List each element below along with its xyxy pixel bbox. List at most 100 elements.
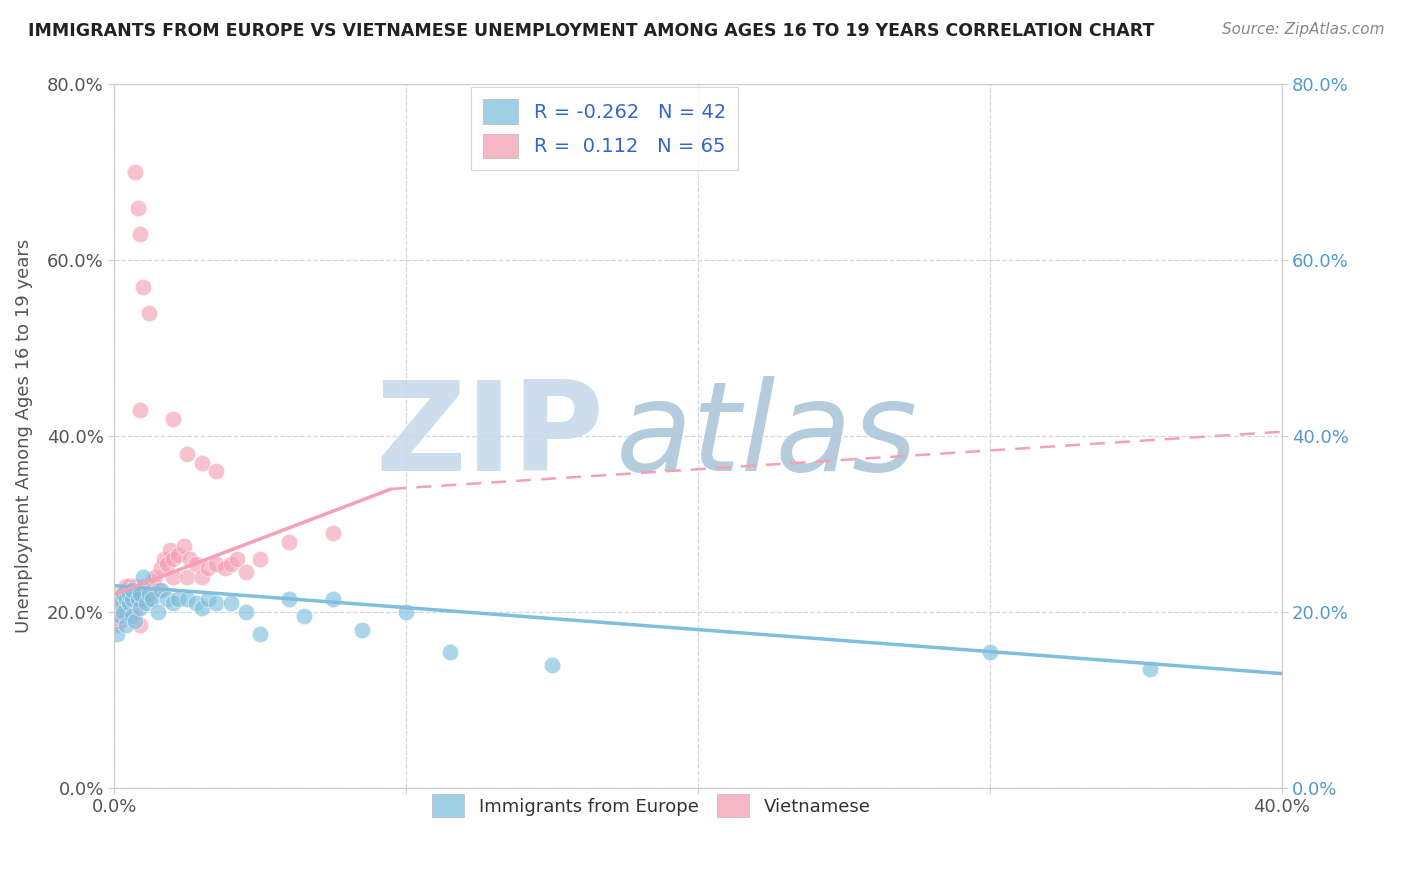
Point — [190, 456, 212, 470]
Point — [173, 539, 195, 553]
Point — [108, 587, 131, 601]
Point — [541, 657, 564, 672]
Point — [118, 587, 141, 601]
Point — [156, 557, 179, 571]
Point — [1139, 662, 1161, 676]
Point — [235, 566, 257, 580]
Point — [249, 552, 271, 566]
Text: atlas: atlas — [616, 376, 918, 497]
Point — [132, 579, 155, 593]
Point — [124, 165, 146, 179]
Point — [138, 306, 160, 320]
Point — [162, 570, 184, 584]
Point — [111, 605, 134, 619]
Point — [111, 609, 134, 624]
Point — [118, 596, 141, 610]
Point — [115, 579, 138, 593]
Point — [141, 574, 163, 589]
Point — [111, 587, 134, 601]
Point — [108, 609, 131, 624]
Text: Source: ZipAtlas.com: Source: ZipAtlas.com — [1222, 22, 1385, 37]
Point — [167, 548, 190, 562]
Point — [121, 582, 143, 597]
Point — [292, 609, 315, 624]
Point — [156, 591, 179, 606]
Point — [219, 557, 242, 571]
Point — [205, 557, 228, 571]
Point — [197, 591, 219, 606]
Point — [105, 627, 128, 641]
Point — [278, 534, 301, 549]
Point — [124, 579, 146, 593]
Point — [118, 609, 141, 624]
Point — [395, 605, 418, 619]
Point — [152, 552, 174, 566]
Point — [176, 447, 198, 461]
Point — [121, 587, 143, 601]
Point — [124, 614, 146, 628]
Point — [132, 279, 155, 293]
Point — [111, 596, 134, 610]
Point — [278, 591, 301, 606]
Point — [219, 596, 242, 610]
Point — [146, 605, 169, 619]
Point — [979, 644, 1001, 658]
Point — [149, 561, 172, 575]
Point — [108, 591, 131, 606]
Point — [129, 618, 152, 632]
Point — [108, 596, 131, 610]
Point — [124, 605, 146, 619]
Text: IMMIGRANTS FROM EUROPE VS VIETNAMESE UNEMPLOYMENT AMONG AGES 16 TO 19 YEARS CORR: IMMIGRANTS FROM EUROPE VS VIETNAMESE UNE… — [28, 22, 1154, 40]
Point — [179, 552, 201, 566]
Point — [439, 644, 461, 658]
Y-axis label: Unemployment Among Ages 16 to 19 years: Unemployment Among Ages 16 to 19 years — [15, 239, 32, 633]
Point — [190, 570, 212, 584]
Point — [235, 605, 257, 619]
Point — [129, 582, 152, 597]
Point — [205, 596, 228, 610]
Point — [127, 587, 149, 601]
Point — [115, 618, 138, 632]
Point — [214, 561, 236, 575]
Point — [138, 579, 160, 593]
Point — [124, 591, 146, 606]
Point — [129, 587, 152, 601]
Point — [105, 591, 128, 606]
Point — [105, 618, 128, 632]
Point — [162, 552, 184, 566]
Point — [184, 596, 207, 610]
Point — [162, 411, 184, 425]
Point — [127, 591, 149, 606]
Point — [135, 579, 157, 593]
Point — [176, 570, 198, 584]
Point — [149, 582, 172, 597]
Point — [184, 557, 207, 571]
Point — [249, 627, 271, 641]
Point — [127, 591, 149, 606]
Point — [322, 525, 344, 540]
Point — [138, 587, 160, 601]
Point — [225, 552, 247, 566]
Point — [105, 609, 128, 624]
Point — [176, 591, 198, 606]
Point — [129, 591, 152, 606]
Point — [129, 227, 152, 241]
Point — [132, 591, 155, 606]
Point — [159, 543, 181, 558]
Point — [190, 600, 212, 615]
Point — [162, 596, 184, 610]
Point — [121, 591, 143, 606]
Point — [135, 596, 157, 610]
Point — [121, 605, 143, 619]
Point — [115, 609, 138, 624]
Point — [167, 591, 190, 606]
Point — [129, 600, 152, 615]
Point — [111, 587, 134, 601]
Point — [205, 464, 228, 478]
Point — [132, 570, 155, 584]
Point — [141, 591, 163, 606]
Point — [118, 591, 141, 606]
Point — [138, 591, 160, 606]
Point — [121, 609, 143, 624]
Point — [197, 561, 219, 575]
